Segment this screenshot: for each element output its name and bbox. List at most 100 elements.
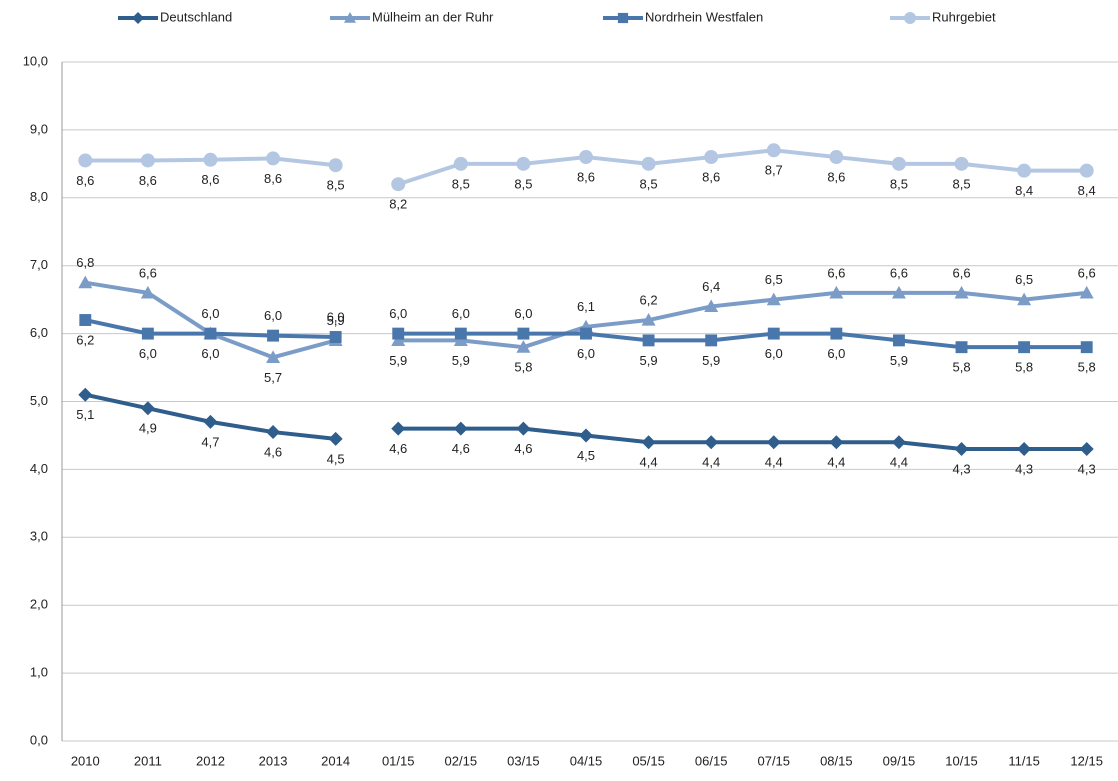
data-label: 4,4 bbox=[890, 455, 908, 470]
data-label: 5,8 bbox=[952, 360, 970, 375]
data-label: 6,0 bbox=[765, 346, 783, 361]
x-tick-label: 11/15 bbox=[1008, 753, 1040, 768]
data-point bbox=[642, 334, 655, 347]
x-tick-label: 10/15 bbox=[945, 753, 978, 768]
data-label: 5,9 bbox=[702, 353, 720, 368]
data-point bbox=[766, 435, 781, 450]
legend-label: Nordrhein Westfalen bbox=[645, 9, 763, 24]
y-tick-label: 3,0 bbox=[30, 529, 48, 544]
data-point bbox=[1079, 285, 1094, 299]
data-label: 6,0 bbox=[264, 308, 282, 323]
y-tick-label: 7,0 bbox=[30, 257, 48, 272]
data-label: 6,0 bbox=[139, 346, 157, 361]
data-point bbox=[517, 327, 530, 340]
y-tick-label: 2,0 bbox=[30, 597, 48, 612]
data-label: 5,9 bbox=[389, 353, 407, 368]
data-label: 6,0 bbox=[577, 346, 595, 361]
y-tick-label: 10,0 bbox=[23, 53, 48, 68]
data-point bbox=[140, 401, 155, 416]
data-point bbox=[516, 340, 531, 353]
data-label: 5,8 bbox=[1078, 360, 1096, 375]
data-point bbox=[641, 156, 656, 171]
x-tick-label: 2014 bbox=[321, 753, 350, 768]
data-label: 4,9 bbox=[139, 421, 157, 436]
data-label: 4,4 bbox=[827, 455, 845, 470]
y-tick-label: 9,0 bbox=[30, 121, 48, 136]
data-point bbox=[141, 327, 154, 340]
data-point bbox=[766, 292, 781, 306]
data-label: 8,5 bbox=[952, 176, 970, 191]
data-label: 6,0 bbox=[201, 346, 219, 361]
data-point bbox=[829, 285, 844, 299]
data-point bbox=[1080, 341, 1093, 354]
legend-marker bbox=[617, 12, 629, 24]
x-tick-label: 04/15 bbox=[570, 753, 603, 768]
legend-marker bbox=[344, 12, 356, 23]
data-label: 4,6 bbox=[514, 441, 532, 456]
data-point bbox=[955, 341, 968, 354]
data-point bbox=[78, 387, 93, 402]
data-label: 6,6 bbox=[1078, 265, 1096, 280]
data-label: 8,5 bbox=[890, 176, 908, 191]
data-label: 6,5 bbox=[1015, 272, 1033, 287]
data-point bbox=[392, 327, 405, 340]
legend-label: Ruhrgebiet bbox=[932, 9, 996, 24]
data-point bbox=[1079, 442, 1094, 457]
data-point bbox=[204, 327, 217, 340]
data-point bbox=[266, 425, 281, 440]
data-point bbox=[891, 285, 906, 299]
data-label: 4,6 bbox=[452, 441, 470, 456]
data-point bbox=[704, 299, 719, 313]
data-point bbox=[391, 177, 406, 192]
data-point bbox=[454, 327, 467, 340]
legend-label: Mülheim an der Ruhr bbox=[372, 9, 494, 24]
y-tick-label: 1,0 bbox=[30, 665, 48, 680]
data-point bbox=[79, 314, 92, 326]
data-point bbox=[391, 421, 406, 436]
data-point bbox=[1017, 442, 1032, 457]
data-point bbox=[516, 421, 531, 436]
y-tick-label: 6,0 bbox=[30, 325, 48, 340]
data-label: 6,6 bbox=[139, 265, 157, 280]
series-line bbox=[398, 290, 1087, 350]
data-point bbox=[954, 285, 969, 299]
data-label: 4,4 bbox=[640, 455, 658, 470]
data-label: 6,2 bbox=[76, 332, 94, 347]
data-label: 5,8 bbox=[1015, 360, 1033, 375]
data-point bbox=[580, 327, 592, 340]
data-label: 5,1 bbox=[76, 407, 94, 422]
data-point bbox=[704, 150, 719, 165]
data-label: 8,6 bbox=[577, 169, 595, 184]
data-point bbox=[453, 421, 468, 436]
x-tick-label: 2010 bbox=[71, 753, 100, 768]
x-tick-label: 09/15 bbox=[883, 753, 916, 768]
series-line bbox=[398, 331, 1087, 350]
series-line bbox=[397, 148, 1087, 187]
x-tick-label: 06/15 bbox=[695, 753, 728, 768]
x-tick-label: 02/15 bbox=[445, 753, 478, 768]
data-point bbox=[329, 331, 342, 343]
data-point bbox=[579, 428, 593, 443]
data-label: 4,3 bbox=[1015, 461, 1033, 476]
data-point bbox=[641, 435, 656, 450]
data-point bbox=[453, 333, 468, 346]
data-label: 4,4 bbox=[702, 455, 720, 470]
data-point bbox=[891, 435, 906, 450]
y-tick-label: 4,0 bbox=[30, 461, 48, 476]
data-label: 8,2 bbox=[389, 197, 407, 212]
data-label: 4,7 bbox=[201, 434, 219, 449]
data-point bbox=[892, 334, 905, 347]
data-label: 4,6 bbox=[389, 441, 407, 456]
data-point bbox=[641, 313, 656, 326]
data-point bbox=[954, 442, 969, 457]
data-label: 8,5 bbox=[514, 176, 532, 191]
data-point bbox=[579, 150, 593, 165]
data-label: 4,3 bbox=[1078, 461, 1096, 476]
data-point bbox=[767, 327, 780, 340]
data-label: 8,4 bbox=[1015, 183, 1033, 198]
data-point bbox=[829, 435, 844, 450]
data-label: 6,6 bbox=[827, 265, 845, 280]
data-point bbox=[78, 275, 93, 289]
data-point bbox=[391, 333, 406, 346]
data-point bbox=[328, 431, 343, 446]
